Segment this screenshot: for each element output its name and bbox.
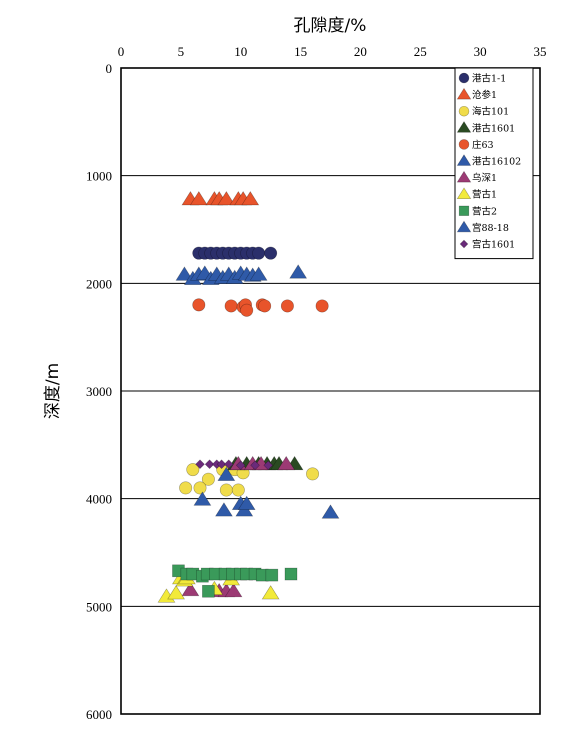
legend-marker — [458, 205, 470, 216]
data-point — [280, 299, 294, 313]
legend-entry: 营古1 — [472, 189, 497, 201]
legend-marker — [456, 170, 472, 183]
data-point — [265, 568, 279, 582]
legend-marker — [456, 121, 472, 133]
legend-marker — [456, 220, 472, 233]
data-point — [235, 460, 246, 471]
series-9 — [193, 466, 340, 519]
data-point — [249, 266, 268, 281]
legend-entry: 营古2 — [472, 205, 497, 217]
legend-marker — [456, 187, 472, 199]
data-point — [181, 581, 200, 597]
data-point — [192, 298, 206, 312]
x-tick-label: 5 — [178, 44, 185, 59]
data-point — [258, 299, 272, 313]
data-point — [306, 467, 320, 481]
data-point — [189, 191, 208, 206]
data-point — [277, 455, 296, 471]
legend-marker — [456, 87, 472, 100]
legend: 港古1-1 沧参1 海古101 港古1601 庄63 港古16102 乌深1 营古1 营古2 宫8… — [454, 67, 534, 260]
plot-frame — [120, 67, 541, 715]
x-tick-label: 20 — [354, 44, 367, 59]
data-points — [157, 191, 340, 603]
data-point — [261, 585, 280, 600]
series-10 — [195, 459, 274, 471]
series-0 — [192, 246, 278, 260]
tick-labels: 0 1000 2000 3000 4000 5000 6000 0 5 10 15 20 25 30 35 — [86, 44, 547, 722]
data-point — [237, 495, 256, 510]
data-point — [179, 481, 193, 495]
series-5 — [175, 264, 308, 285]
x-tick-label: 35 — [534, 44, 547, 59]
x-axis-title: 孔隙度/% — [294, 16, 367, 36]
legend-entry: 沧参1 — [472, 89, 497, 101]
data-point — [263, 460, 274, 471]
x-tick-label: 30 — [474, 44, 487, 59]
series-8 — [172, 564, 298, 598]
data-point — [216, 459, 227, 470]
x-tick-label: 25 — [414, 44, 427, 59]
data-point — [217, 466, 236, 481]
legend-entry: 港古1601 — [472, 122, 515, 134]
data-point — [202, 584, 215, 598]
x-tick-label: 10 — [234, 44, 247, 59]
data-point — [223, 459, 234, 470]
y-axis-title: 深度/m — [43, 363, 63, 419]
legend-marker — [458, 105, 470, 117]
data-point — [231, 483, 245, 497]
legend-marker — [458, 139, 470, 150]
data-point — [241, 191, 260, 206]
data-point — [175, 266, 194, 281]
y-tick-label: 6000 — [86, 707, 112, 722]
y-tick-label: 1000 — [86, 169, 112, 184]
data-point — [224, 582, 243, 598]
legend-entry: 海古101 — [472, 106, 509, 118]
y-tick-label: 4000 — [86, 492, 112, 507]
legend-marker — [456, 154, 472, 166]
legend-entry: 港古1-1 — [472, 73, 506, 85]
series-1 — [181, 191, 260, 206]
data-point — [289, 264, 308, 279]
x-tick-label: 0 — [118, 44, 125, 59]
data-point — [250, 460, 260, 471]
data-point — [315, 299, 329, 313]
data-point — [215, 502, 233, 517]
legend-marker — [459, 239, 469, 249]
y-tick-label: 5000 — [86, 599, 112, 614]
data-point — [204, 459, 215, 470]
data-point — [321, 504, 340, 519]
data-point — [284, 567, 298, 581]
x-tick-label: 15 — [294, 44, 307, 59]
series-4 — [192, 298, 329, 317]
data-point — [193, 481, 207, 495]
legend-entry: 港古16102 — [472, 156, 521, 168]
y-tick-label: 3000 — [86, 384, 112, 399]
data-point — [252, 246, 266, 260]
data-point — [217, 191, 236, 206]
data-point — [167, 585, 185, 600]
legend-entry: 乌深1 — [472, 172, 497, 184]
data-point — [195, 459, 205, 470]
legend-entry: 宫古1601 — [472, 239, 515, 251]
data-point — [224, 299, 238, 313]
data-point — [240, 303, 254, 317]
legend-entry: 庄63 — [472, 139, 494, 151]
legend-entry: 宫88-18 — [472, 222, 509, 234]
y-tick-label: 0 — [106, 61, 113, 76]
data-point — [219, 483, 233, 497]
legend-marker — [458, 72, 470, 84]
data-point — [193, 491, 212, 506]
data-point — [201, 472, 215, 486]
data-point — [186, 463, 200, 477]
y-tick-label: 2000 — [86, 276, 112, 291]
data-point — [264, 246, 278, 260]
